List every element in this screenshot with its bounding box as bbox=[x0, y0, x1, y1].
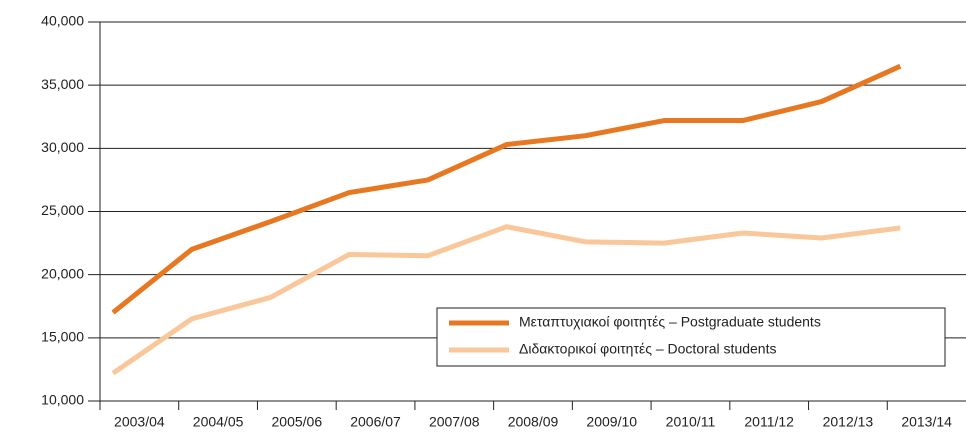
x-tick-label: 2003/04 bbox=[114, 414, 165, 430]
y-tick-label: 20,000 bbox=[41, 265, 84, 281]
y-tick-label: 25,000 bbox=[41, 202, 84, 218]
x-tick-label: 2012/13 bbox=[823, 414, 874, 430]
y-tick-label: 30,000 bbox=[41, 139, 84, 155]
x-tick-label: 2010/11 bbox=[666, 414, 716, 430]
y-tick-label: 35,000 bbox=[41, 76, 84, 92]
y-tick-label: 15,000 bbox=[41, 329, 84, 345]
x-tick-label: 2004/05 bbox=[193, 414, 244, 430]
x-tick-label: 2009/10 bbox=[586, 414, 637, 430]
legend-box bbox=[436, 307, 946, 367]
legend-label: Μεταπτυχιακοί φοιτητές – Postgraduate st… bbox=[519, 314, 821, 330]
line bbox=[111, 63, 902, 315]
y-tick-label: 40,000 bbox=[41, 13, 84, 29]
x-tick-label: 2013/14 bbox=[901, 414, 952, 430]
x-tick-label: 2008/09 bbox=[508, 414, 559, 430]
y-tick-label: 10,000 bbox=[41, 392, 84, 408]
x-tick-label: 2005/06 bbox=[272, 414, 323, 430]
x-tick-label: 2011/12 bbox=[744, 414, 794, 430]
line bbox=[111, 224, 901, 376]
x-tick-label: 2006/07 bbox=[350, 414, 401, 430]
x-tick-label: 2007/08 bbox=[429, 414, 480, 430]
legend-label: Διδακτορικοί φοιτητές – Doctoral student… bbox=[519, 341, 776, 357]
